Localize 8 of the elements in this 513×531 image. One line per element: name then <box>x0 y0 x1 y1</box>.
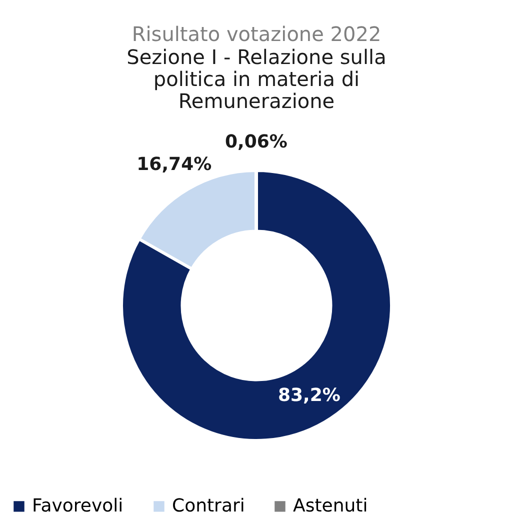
data-label: 83,2% <box>278 384 340 406</box>
chart-title: Risultato votazione 2022 <box>132 22 382 46</box>
legend-label: Contrari <box>172 495 245 516</box>
data-label: 0,06% <box>224 132 288 152</box>
legend-label: Favorevoli <box>32 495 124 516</box>
chart-subtitle: Sezione I - Relazione sulla politica in materia di Remunerazione <box>126 45 386 113</box>
legend-label: Astenuti <box>293 495 368 516</box>
data-label: 16,74% <box>136 154 212 175</box>
